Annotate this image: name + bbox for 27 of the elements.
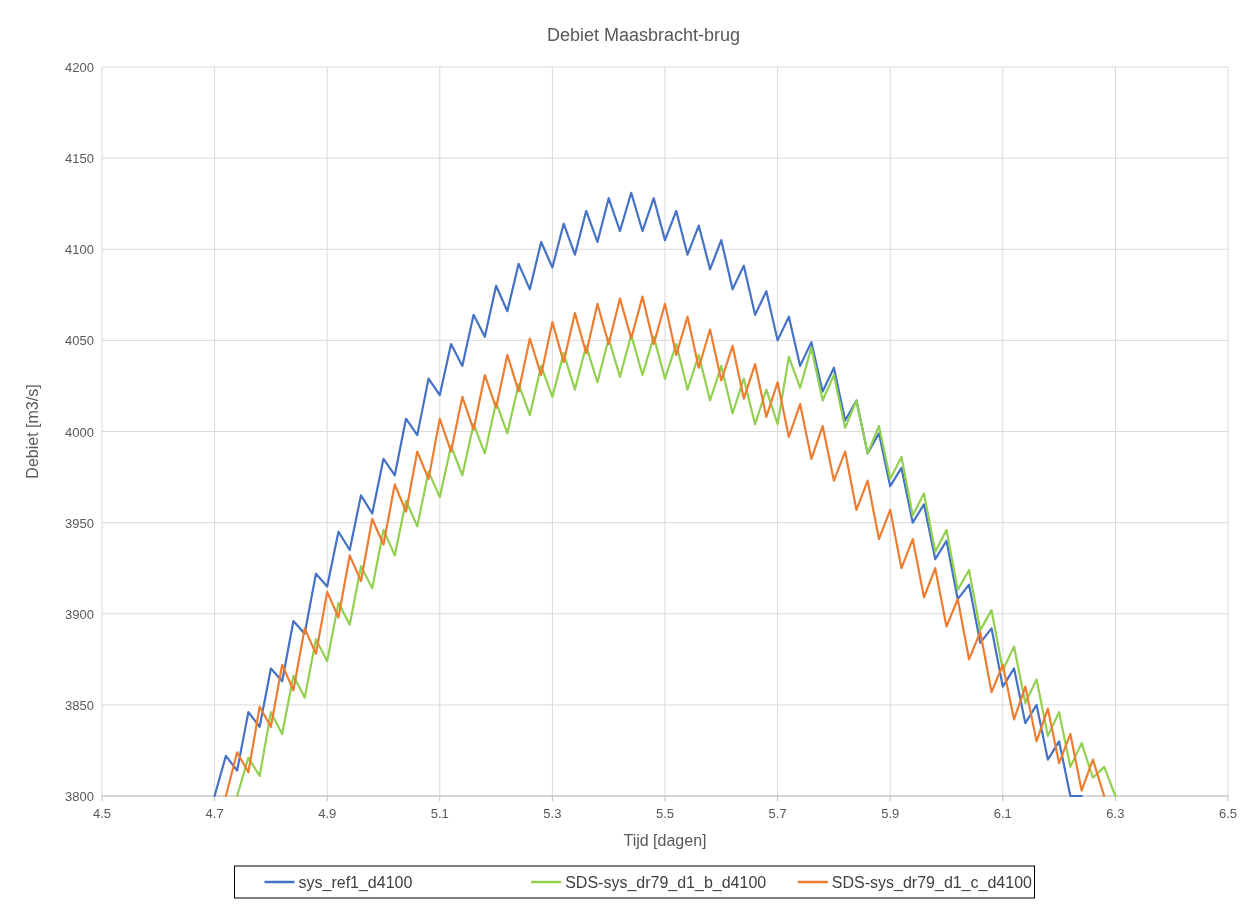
y-tick-label: 4050 — [65, 333, 94, 349]
legend-label: SDS-sys_dr79_d1_b_d4100 — [565, 874, 767, 892]
x-tick-label: 5.5 — [655, 806, 675, 821]
y-tick-label: 4100 — [65, 242, 94, 258]
chart-title: Debiet Maasbracht-brug — [546, 25, 741, 45]
x-tick-label: 4.7 — [205, 806, 224, 821]
y-tick-label: 3850 — [65, 697, 94, 713]
legend-label: SDS-sys_dr79_d1_c_d4100 — [831, 874, 1033, 892]
x-tick-label: 4.5 — [92, 806, 112, 821]
x-tick-label: 5.7 — [768, 806, 787, 821]
y-tick-label: 4200 — [65, 60, 94, 75]
y-tick-label: 3900 — [65, 606, 94, 622]
x-tick-label: 5.9 — [881, 806, 900, 821]
x-tick-label: 6.1 — [993, 806, 1012, 821]
x-tick-label: 6.3 — [1106, 806, 1125, 821]
legend-label: sys_ref1_d4100 — [298, 874, 413, 892]
x-tick-label: 6.5 — [1218, 806, 1238, 821]
x-axis-title: Tijd [dagen] — [623, 832, 707, 849]
x-tick-label: 5.3 — [543, 806, 562, 821]
y-tick-label: 4150 — [65, 151, 94, 167]
x-tick-label: 4.9 — [318, 806, 337, 821]
y-axis-title: Debiet [m3/s] — [24, 384, 41, 479]
line-series — [213, 191, 1083, 798]
y-tick-label: 3800 — [65, 789, 94, 804]
x-tick-label: 5.1 — [430, 806, 449, 821]
y-tick-label: 3950 — [65, 515, 94, 531]
y-tick-label: 4000 — [65, 424, 94, 440]
